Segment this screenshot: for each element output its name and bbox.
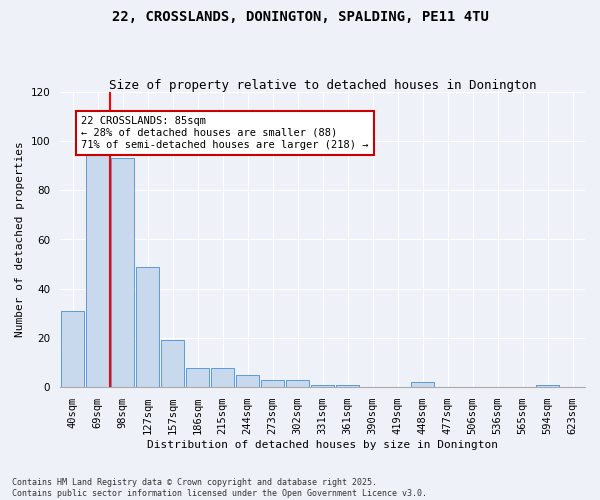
Bar (186, 368, 209, 387)
Bar (411, 382, 434, 387)
Bar (136, 266, 159, 387)
Bar (311, 385, 334, 387)
X-axis label: Distribution of detached houses by size in Donington: Distribution of detached houses by size … (147, 440, 498, 450)
Bar (86, 151, 109, 387)
Bar (61, 311, 84, 387)
Bar (236, 375, 259, 387)
Bar (286, 380, 309, 387)
Bar (211, 368, 234, 387)
Text: Contains HM Land Registry data © Crown copyright and database right 2025.
Contai: Contains HM Land Registry data © Crown c… (12, 478, 427, 498)
Bar (261, 380, 284, 387)
Bar (536, 385, 559, 387)
Text: 22, CROSSLANDS, DONINGTON, SPALDING, PE11 4TU: 22, CROSSLANDS, DONINGTON, SPALDING, PE1… (112, 10, 488, 24)
Bar (111, 158, 134, 387)
Bar (161, 340, 184, 387)
Text: 22 CROSSLANDS: 85sqm
← 28% of detached houses are smaller (88)
71% of semi-detac: 22 CROSSLANDS: 85sqm ← 28% of detached h… (81, 116, 369, 150)
Title: Size of property relative to detached houses in Donington: Size of property relative to detached ho… (109, 79, 536, 92)
Bar (336, 385, 359, 387)
Y-axis label: Number of detached properties: Number of detached properties (15, 142, 25, 338)
